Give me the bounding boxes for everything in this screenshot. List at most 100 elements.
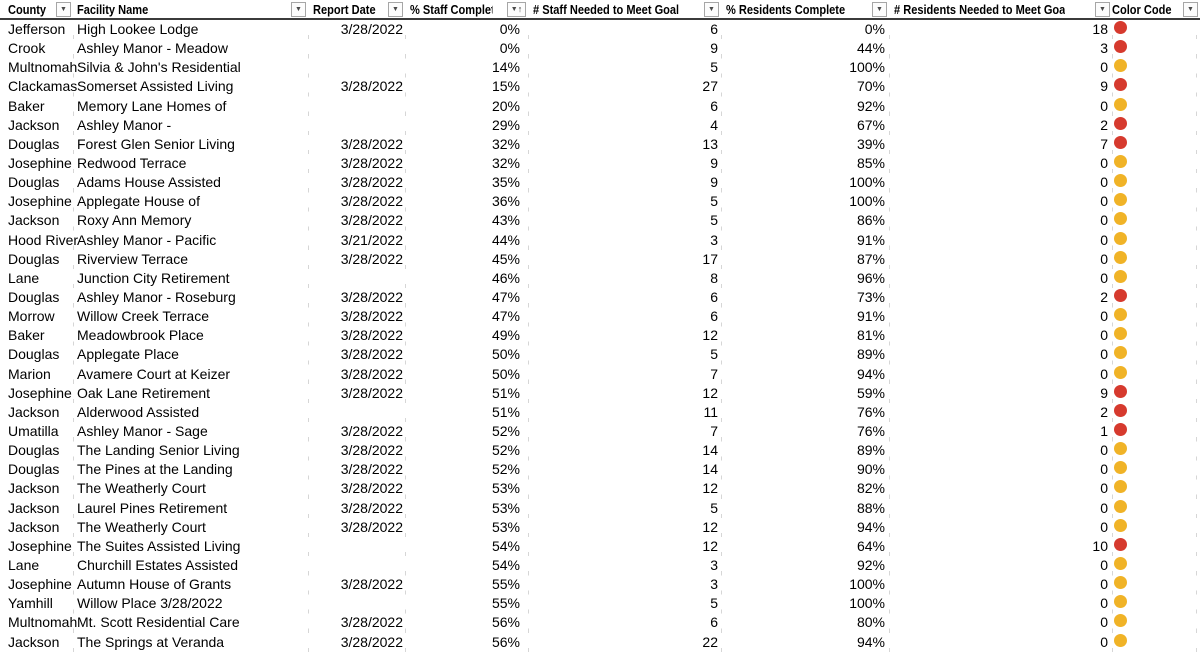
cell-staff-complete[interactable]: 54% bbox=[491, 556, 520, 573]
cell-report-date[interactable]: 3/21/2022 bbox=[340, 231, 403, 248]
cell-facility-name[interactable]: Willow Place 3/28/2022 bbox=[77, 595, 223, 612]
cell-staff-complete[interactable]: 52% bbox=[491, 461, 520, 478]
cell-staff-needed[interactable]: 9 bbox=[710, 154, 718, 171]
cell-county[interactable]: Josephine bbox=[8, 154, 72, 171]
cell-staff-needed[interactable]: 7 bbox=[710, 422, 718, 439]
cell-facility-name[interactable]: The Pines at the Landing bbox=[77, 461, 233, 478]
cell-residents-complete[interactable]: 67% bbox=[856, 116, 885, 133]
cell-facility-name[interactable]: Laurel Pines Retirement bbox=[77, 499, 228, 516]
cell-residents-complete[interactable]: 44% bbox=[856, 40, 885, 57]
cell-staff-needed[interactable]: 22 bbox=[702, 633, 718, 650]
cell-county[interactable]: Baker bbox=[8, 97, 45, 114]
cell-county[interactable]: Hood River bbox=[8, 231, 79, 248]
cell-facility-name[interactable]: Redwood Terrace bbox=[77, 154, 187, 171]
cell-staff-complete[interactable]: 20% bbox=[491, 97, 520, 114]
cell-facility-name[interactable]: Willow Creek Terrace bbox=[77, 308, 209, 325]
cell-residents-needed[interactable]: 0 bbox=[1100, 154, 1108, 171]
cell-residents-complete[interactable]: 96% bbox=[856, 269, 885, 286]
cell-staff-complete[interactable]: 47% bbox=[491, 308, 520, 325]
cell-staff-complete[interactable]: 52% bbox=[491, 422, 520, 439]
cell-color-code[interactable] bbox=[1112, 173, 1200, 192]
cell-report-date[interactable] bbox=[308, 537, 405, 556]
cell-facility-name[interactable]: Ashley Manor - Roseburg bbox=[77, 288, 236, 305]
cell-staff-needed[interactable]: 27 bbox=[702, 78, 718, 95]
cell-residents-complete[interactable]: 82% bbox=[856, 480, 885, 497]
cell-staff-complete[interactable]: 56% bbox=[491, 614, 520, 631]
cell-color-code[interactable] bbox=[1112, 537, 1200, 556]
cell-residents-complete[interactable]: 94% bbox=[856, 633, 885, 650]
cell-facility-name[interactable]: Oak Lane Retirement bbox=[77, 384, 211, 401]
cell-report-date[interactable]: 3/28/2022 bbox=[340, 250, 403, 267]
cell-staff-needed[interactable]: 12 bbox=[702, 327, 718, 344]
cell-staff-complete[interactable]: 32% bbox=[491, 135, 520, 152]
cell-color-code[interactable] bbox=[1112, 403, 1200, 422]
cell-staff-needed[interactable]: 6 bbox=[710, 614, 718, 631]
cell-report-date[interactable]: 3/28/2022 bbox=[340, 346, 403, 363]
cell-residents-needed[interactable]: 0 bbox=[1100, 97, 1108, 114]
cell-residents-needed[interactable]: 18 bbox=[1092, 21, 1108, 37]
cell-facility-name[interactable]: Ashley Manor - Meadow bbox=[77, 40, 228, 57]
cell-residents-needed[interactable]: 2 bbox=[1100, 403, 1108, 420]
cell-staff-complete[interactable]: 49% bbox=[491, 327, 520, 344]
cell-residents-needed[interactable]: 1 bbox=[1100, 422, 1108, 439]
cell-color-code[interactable] bbox=[1112, 231, 1200, 250]
cell-staff-needed[interactable]: 5 bbox=[710, 346, 718, 363]
cell-residents-needed[interactable]: 0 bbox=[1100, 308, 1108, 325]
cell-report-date[interactable] bbox=[308, 556, 405, 575]
cell-color-code[interactable] bbox=[1112, 575, 1200, 594]
cell-report-date[interactable] bbox=[308, 97, 405, 116]
cell-staff-complete[interactable]: 53% bbox=[491, 480, 520, 497]
cell-color-code[interactable] bbox=[1112, 460, 1200, 479]
cell-residents-complete[interactable]: 0% bbox=[864, 21, 885, 37]
cell-staff-complete[interactable]: 0% bbox=[499, 40, 520, 57]
cell-color-code[interactable] bbox=[1112, 154, 1200, 173]
cell-residents-needed[interactable]: 0 bbox=[1100, 556, 1108, 573]
cell-staff-complete[interactable]: 36% bbox=[491, 193, 520, 210]
cell-staff-complete[interactable]: 55% bbox=[491, 576, 520, 593]
cell-facility-name[interactable]: Meadowbrook Place bbox=[77, 327, 204, 344]
cell-report-date[interactable]: 3/28/2022 bbox=[340, 154, 403, 171]
cell-county[interactable]: Jackson bbox=[8, 480, 60, 497]
cell-facility-name[interactable]: Alderwood Assisted bbox=[77, 403, 200, 420]
cell-color-code[interactable] bbox=[1112, 77, 1200, 96]
cell-county[interactable]: Douglas bbox=[8, 461, 60, 478]
cell-residents-complete[interactable]: 100% bbox=[849, 576, 885, 593]
cell-county[interactable]: Josephine bbox=[8, 537, 72, 554]
cell-facility-name[interactable]: Forest Glen Senior Living bbox=[77, 135, 235, 152]
cell-report-date[interactable]: 3/28/2022 bbox=[340, 193, 403, 210]
cell-residents-needed[interactable]: 3 bbox=[1100, 40, 1108, 57]
cell-color-code[interactable] bbox=[1112, 326, 1200, 345]
cell-county[interactable]: Baker bbox=[8, 327, 45, 344]
cell-county[interactable]: Jackson bbox=[8, 518, 60, 535]
cell-residents-complete[interactable]: 88% bbox=[856, 499, 885, 516]
cell-facility-name[interactable]: Riverview Terrace bbox=[77, 250, 188, 267]
cell-report-date[interactable] bbox=[308, 39, 405, 58]
cell-staff-needed[interactable]: 6 bbox=[710, 97, 718, 114]
cell-staff-complete[interactable]: 50% bbox=[491, 346, 520, 363]
cell-residents-needed[interactable]: 0 bbox=[1100, 59, 1108, 76]
cell-staff-needed[interactable]: 12 bbox=[702, 480, 718, 497]
cell-staff-complete[interactable]: 45% bbox=[491, 250, 520, 267]
cell-county[interactable]: Multnomah bbox=[8, 614, 78, 631]
cell-residents-complete[interactable]: 59% bbox=[856, 384, 885, 401]
cell-residents-complete[interactable]: 87% bbox=[856, 250, 885, 267]
cell-county[interactable]: Douglas bbox=[8, 135, 60, 152]
cell-staff-needed[interactable]: 7 bbox=[710, 365, 718, 382]
cell-residents-complete[interactable]: 90% bbox=[856, 461, 885, 478]
cell-county[interactable]: Morrow bbox=[8, 308, 55, 325]
cell-staff-needed[interactable]: 9 bbox=[710, 40, 718, 57]
cell-residents-needed[interactable]: 0 bbox=[1100, 193, 1108, 210]
cell-residents-needed[interactable]: 0 bbox=[1100, 269, 1108, 286]
cell-residents-needed[interactable]: 0 bbox=[1100, 442, 1108, 459]
cell-residents-complete[interactable]: 94% bbox=[856, 518, 885, 535]
cell-staff-complete[interactable]: 46% bbox=[491, 269, 520, 286]
cell-county[interactable]: Douglas bbox=[8, 250, 60, 267]
cell-residents-needed[interactable]: 0 bbox=[1100, 212, 1108, 229]
cell-facility-name[interactable]: Memory Lane Homes of bbox=[77, 97, 227, 114]
cell-facility-name[interactable]: Somerset Assisted Living bbox=[77, 78, 234, 95]
cell-facility-name[interactable]: Avamere Court at Keizer bbox=[77, 365, 231, 382]
cell-color-code[interactable] bbox=[1112, 192, 1200, 211]
cell-residents-complete[interactable]: 92% bbox=[856, 97, 885, 114]
cell-facility-name[interactable]: Roxy Ann Memory bbox=[77, 212, 192, 229]
filter-dropdown-button[interactable]: ▼ bbox=[388, 1, 403, 17]
